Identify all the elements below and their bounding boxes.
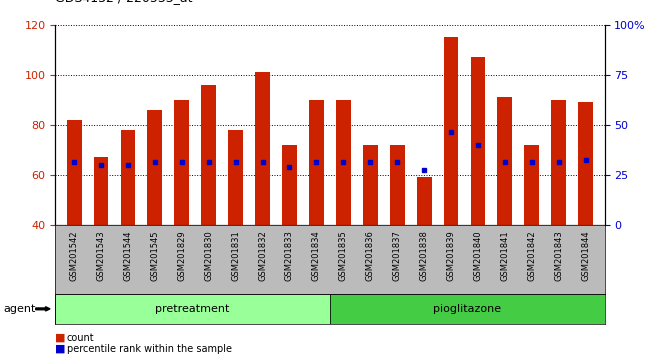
Text: GSM201542: GSM201542 xyxy=(70,230,79,281)
Text: GSM201833: GSM201833 xyxy=(285,230,294,281)
Bar xyxy=(497,97,512,225)
Text: percentile rank within the sample: percentile rank within the sample xyxy=(67,344,232,354)
Text: GSM201841: GSM201841 xyxy=(500,230,510,281)
Bar xyxy=(330,294,604,324)
Text: GSM201831: GSM201831 xyxy=(231,230,240,281)
Text: GSM201844: GSM201844 xyxy=(581,230,590,281)
Bar xyxy=(336,100,351,225)
Text: GSM201832: GSM201832 xyxy=(258,230,267,281)
Bar xyxy=(228,130,243,225)
Text: pretreatment: pretreatment xyxy=(155,304,229,314)
Bar xyxy=(55,294,330,324)
Bar xyxy=(525,145,540,225)
Text: GSM201837: GSM201837 xyxy=(393,230,402,281)
Text: agent: agent xyxy=(3,304,36,314)
Text: GSM201544: GSM201544 xyxy=(124,230,133,281)
Bar xyxy=(390,145,404,225)
Bar xyxy=(282,145,297,225)
Bar xyxy=(120,130,135,225)
Bar xyxy=(444,37,458,225)
Bar xyxy=(471,57,486,225)
Text: ■: ■ xyxy=(55,344,66,354)
Text: GSM201835: GSM201835 xyxy=(339,230,348,281)
Bar xyxy=(67,120,81,225)
Bar xyxy=(148,110,162,225)
Text: GSM201829: GSM201829 xyxy=(177,230,187,281)
Text: GSM201838: GSM201838 xyxy=(420,230,428,281)
Text: GSM201840: GSM201840 xyxy=(473,230,482,281)
Text: GSM201839: GSM201839 xyxy=(447,230,456,281)
Text: GSM201842: GSM201842 xyxy=(527,230,536,281)
Bar xyxy=(202,85,216,225)
Bar xyxy=(174,100,189,225)
Text: pioglitazone: pioglitazone xyxy=(433,304,501,314)
Text: GSM201543: GSM201543 xyxy=(96,230,105,281)
Text: GDS4132 / 220533_at: GDS4132 / 220533_at xyxy=(55,0,193,4)
Bar xyxy=(309,100,324,225)
Text: GSM201836: GSM201836 xyxy=(366,230,375,281)
Text: GSM201843: GSM201843 xyxy=(554,230,564,281)
Bar xyxy=(578,102,593,225)
Bar xyxy=(417,177,432,225)
Bar xyxy=(551,100,566,225)
Text: ■: ■ xyxy=(55,333,66,343)
Bar xyxy=(94,157,109,225)
Text: GSM201830: GSM201830 xyxy=(204,230,213,281)
Text: GSM201545: GSM201545 xyxy=(150,230,159,281)
Bar xyxy=(363,145,378,225)
Text: GSM201834: GSM201834 xyxy=(312,230,321,281)
Text: count: count xyxy=(67,333,95,343)
Bar xyxy=(255,72,270,225)
